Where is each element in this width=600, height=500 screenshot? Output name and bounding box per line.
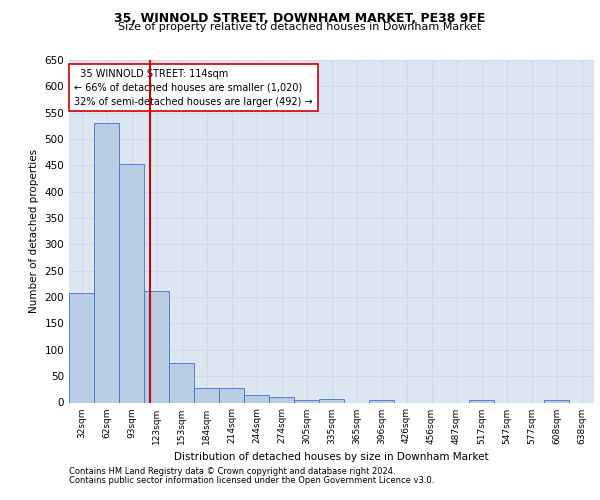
Bar bbox=[94, 123, 119, 402]
Bar bbox=[119, 164, 144, 402]
Bar bbox=[369, 400, 394, 402]
Text: Size of property relative to detached houses in Downham Market: Size of property relative to detached ho… bbox=[118, 22, 482, 32]
Y-axis label: Number of detached properties: Number of detached properties bbox=[29, 149, 39, 314]
Bar bbox=[244, 395, 269, 402]
Bar bbox=[219, 388, 244, 402]
Bar bbox=[69, 294, 94, 403]
Bar bbox=[144, 291, 169, 403]
Bar bbox=[194, 388, 219, 402]
Bar bbox=[544, 400, 569, 402]
Text: Contains HM Land Registry data © Crown copyright and database right 2024.: Contains HM Land Registry data © Crown c… bbox=[69, 467, 395, 476]
Bar bbox=[169, 363, 194, 403]
Bar bbox=[269, 397, 294, 402]
Bar bbox=[319, 399, 344, 402]
Bar bbox=[294, 400, 319, 402]
Text: 35, WINNOLD STREET, DOWNHAM MARKET, PE38 9FE: 35, WINNOLD STREET, DOWNHAM MARKET, PE38… bbox=[115, 12, 485, 26]
X-axis label: Distribution of detached houses by size in Downham Market: Distribution of detached houses by size … bbox=[174, 452, 489, 462]
Text: 35 WINNOLD STREET: 114sqm
← 66% of detached houses are smaller (1,020)
32% of se: 35 WINNOLD STREET: 114sqm ← 66% of detac… bbox=[74, 68, 313, 106]
Text: Contains public sector information licensed under the Open Government Licence v3: Contains public sector information licen… bbox=[69, 476, 434, 485]
Bar bbox=[469, 400, 494, 402]
